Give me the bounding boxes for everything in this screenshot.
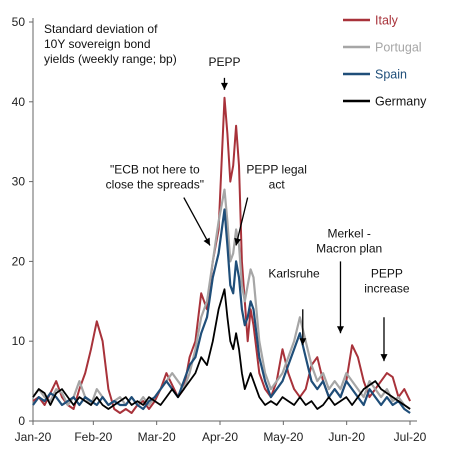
x-tick-label: Feb-20 xyxy=(74,430,112,444)
x-axis: Jan-20 Feb-20 Mar-20 Apr-20 May-20 Jun-20 Jul-… xyxy=(15,420,427,444)
series-line-germany xyxy=(32,288,411,410)
x-tick-label: Apr-20 xyxy=(202,430,238,444)
x-tick-label: Jul-20 xyxy=(394,430,427,444)
y-tick-label: 0 xyxy=(18,414,25,428)
annotation-arrow-head xyxy=(234,237,242,246)
y-tick-label: 20 xyxy=(12,254,26,268)
y-tick-label: 40 xyxy=(12,95,26,109)
annotation-text: "ECB not here to xyxy=(110,163,200,177)
annotation-text: PEPP xyxy=(371,266,403,280)
series-line-portugal xyxy=(32,188,411,410)
annotation-arrow-head xyxy=(380,354,388,362)
annotation-text: increase xyxy=(364,281,410,295)
annotation-arrow-shaft xyxy=(183,197,211,246)
y-tick-label: 50 xyxy=(12,15,26,29)
chart-title-line: 10Y sovereign bond xyxy=(44,37,151,51)
x-tick-label: Jun-20 xyxy=(328,430,365,444)
arrows xyxy=(183,77,388,362)
series-lines xyxy=(32,96,412,414)
annotation-text: PEPP xyxy=(208,55,240,69)
x-tick-label: May-20 xyxy=(263,430,303,444)
legend-label: Spain xyxy=(375,68,407,82)
legend-label: Italy xyxy=(375,14,399,28)
annotation-text: Macron plan xyxy=(316,241,382,255)
annotation-arrow-head xyxy=(299,338,307,346)
y-axis: 0 10 20 30 40 50 xyxy=(12,15,34,428)
x-tick-label: Jan-20 xyxy=(15,430,52,444)
annotation-text: PEPP legal xyxy=(246,163,307,177)
chart-title-line: yields (weekly range; bp) xyxy=(44,52,177,66)
x-tick-label: Mar-20 xyxy=(138,430,176,444)
legend-label: Germany xyxy=(375,95,427,109)
annotation-arrow-head xyxy=(203,237,210,246)
annotation-arrow-shaft xyxy=(235,197,249,246)
annotation-arrow-head xyxy=(336,326,344,334)
y-tick-label: 10 xyxy=(12,334,26,348)
series-line-spain xyxy=(32,208,411,414)
annotation-text: Karlsruhe xyxy=(268,266,320,280)
annotation-text: act xyxy=(269,178,286,192)
legend: Italy Portugal Spain Germany xyxy=(343,14,427,109)
y-tick-label: 30 xyxy=(12,175,26,189)
annotation-arrow-head xyxy=(220,82,228,90)
chart-title-line: Standard deviation of xyxy=(44,22,158,36)
annotation-text: close the spreads" xyxy=(106,178,204,192)
legend-label: Portugal xyxy=(375,41,422,55)
annotation-text: Merkel - xyxy=(328,226,371,240)
